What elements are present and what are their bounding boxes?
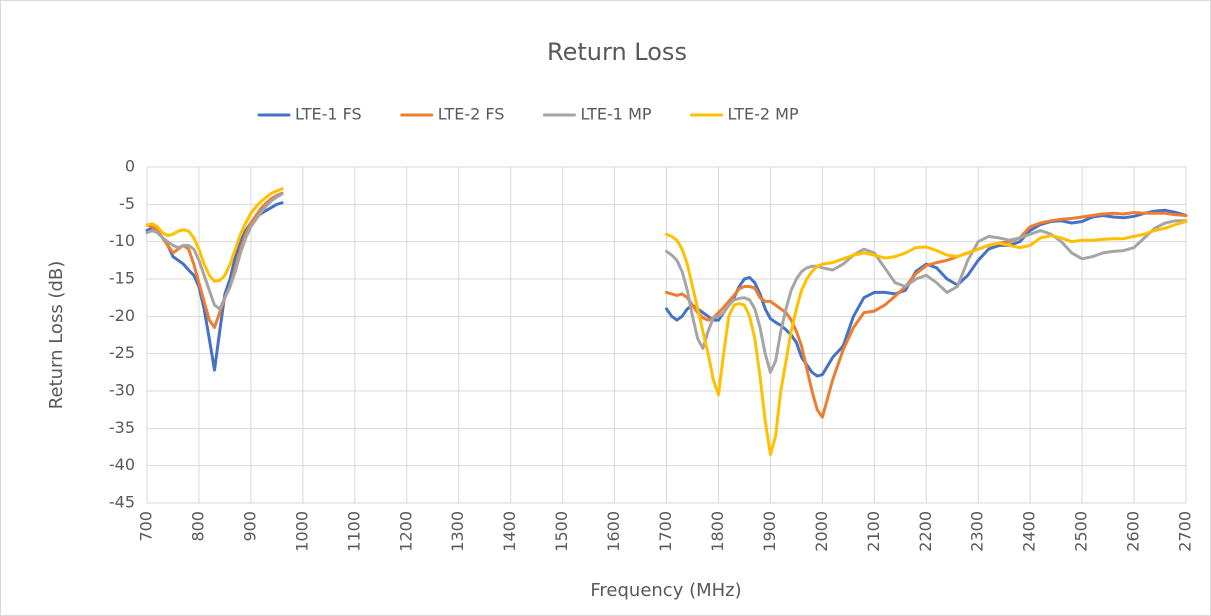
series-line <box>145 192 1188 374</box>
x-tick-label: 1700 <box>656 511 675 552</box>
series-line <box>145 187 1188 456</box>
x-tick-label: 2400 <box>1020 511 1039 552</box>
chart-title: Return Loss <box>547 38 687 66</box>
x-tick-label: 1500 <box>552 511 571 552</box>
x-tick-label: 2100 <box>864 511 883 552</box>
y-axis-label: Return Loss (dB) <box>46 261 67 409</box>
x-tick-label: 1900 <box>760 511 779 552</box>
y-tick-label: -45 <box>109 493 135 512</box>
x-tick-label: 2700 <box>1176 511 1195 552</box>
x-tick-label: 2000 <box>812 511 831 552</box>
y-tick-label: 0 <box>125 157 135 176</box>
y-tick-label: -35 <box>109 418 135 437</box>
y-tick-label: -40 <box>109 455 135 474</box>
x-tick-label: 1200 <box>396 511 415 552</box>
legend-label: LTE-1 FS <box>295 105 362 124</box>
x-tick-label: 1600 <box>604 511 623 552</box>
x-tick-label: 2300 <box>968 511 987 552</box>
x-tick-label: 800 <box>188 511 207 542</box>
x-tick-label: 1800 <box>708 511 727 552</box>
x-tick-label: 2500 <box>1072 511 1091 552</box>
x-tick-label: 2200 <box>916 511 935 552</box>
y-tick-label: -20 <box>109 306 135 325</box>
x-tick-label: 1000 <box>292 511 311 552</box>
legend-label: LTE-1 MP <box>580 105 651 124</box>
legend-label: LTE-2 MP <box>728 105 799 124</box>
x-tick-label: 700 <box>137 511 156 542</box>
y-tick-label: -5 <box>119 194 135 213</box>
y-tick-label: -30 <box>109 381 135 400</box>
x-tick-label: 2600 <box>1124 511 1143 552</box>
x-axis-label: Frequency (MHz) <box>590 580 741 601</box>
x-tick-label: 1400 <box>500 511 519 552</box>
x-tick-label: 1100 <box>344 511 363 552</box>
x-tick-label: 900 <box>240 511 259 542</box>
x-tick-label: 1300 <box>448 511 467 552</box>
series-line <box>145 191 1188 419</box>
y-tick-label: -10 <box>109 231 135 250</box>
y-tick-label: -15 <box>109 269 135 288</box>
legend-label: LTE-2 FS <box>438 105 505 124</box>
y-tick-label: -25 <box>109 343 135 362</box>
